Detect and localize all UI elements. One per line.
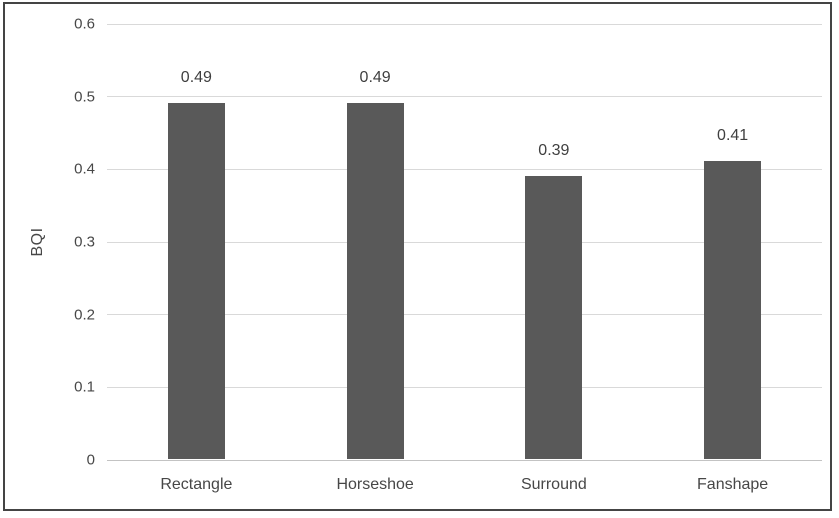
bar-surround <box>525 175 583 459</box>
bar-value-label: 0.41 <box>717 127 749 145</box>
gridline <box>107 96 822 98</box>
gridline <box>107 23 822 25</box>
y-tick-label: 0.1 <box>74 378 95 396</box>
gridline <box>107 168 822 170</box>
x-category-label: Rectangle <box>160 476 233 493</box>
x-axis-baseline <box>107 459 822 461</box>
x-category-label: Fanshape <box>697 476 769 493</box>
y-tick-label: 0.4 <box>74 160 95 178</box>
bar-rectangle <box>167 102 225 459</box>
gridline <box>107 386 822 388</box>
y-tick-label: 0.5 <box>74 88 95 106</box>
y-tick-label: 0 <box>86 451 95 469</box>
x-category-label: Surround <box>520 476 587 493</box>
y-tick-label: 0.6 <box>74 15 95 33</box>
gridline <box>107 314 822 316</box>
bar-value-label: 0.49 <box>359 68 391 86</box>
bar-horseshoe <box>346 102 404 459</box>
bar-fanshape <box>704 161 762 459</box>
x-category-label: Horseshoe <box>336 476 414 493</box>
bar-value-label: 0.39 <box>538 141 570 159</box>
gridline <box>107 241 822 243</box>
y-tick-label: 0.3 <box>74 233 95 251</box>
chart-outer-border: BQI 0 0.1 0.2 0.3 0.4 0.5 0.6 0.49 0.49 0.39 0.41… <box>3 2 832 511</box>
y-tick-label: 0.2 <box>74 306 95 324</box>
bar-value-label: 0.49 <box>180 68 212 86</box>
plot-area: 0.49 0.49 0.39 0.41 <box>107 23 822 461</box>
